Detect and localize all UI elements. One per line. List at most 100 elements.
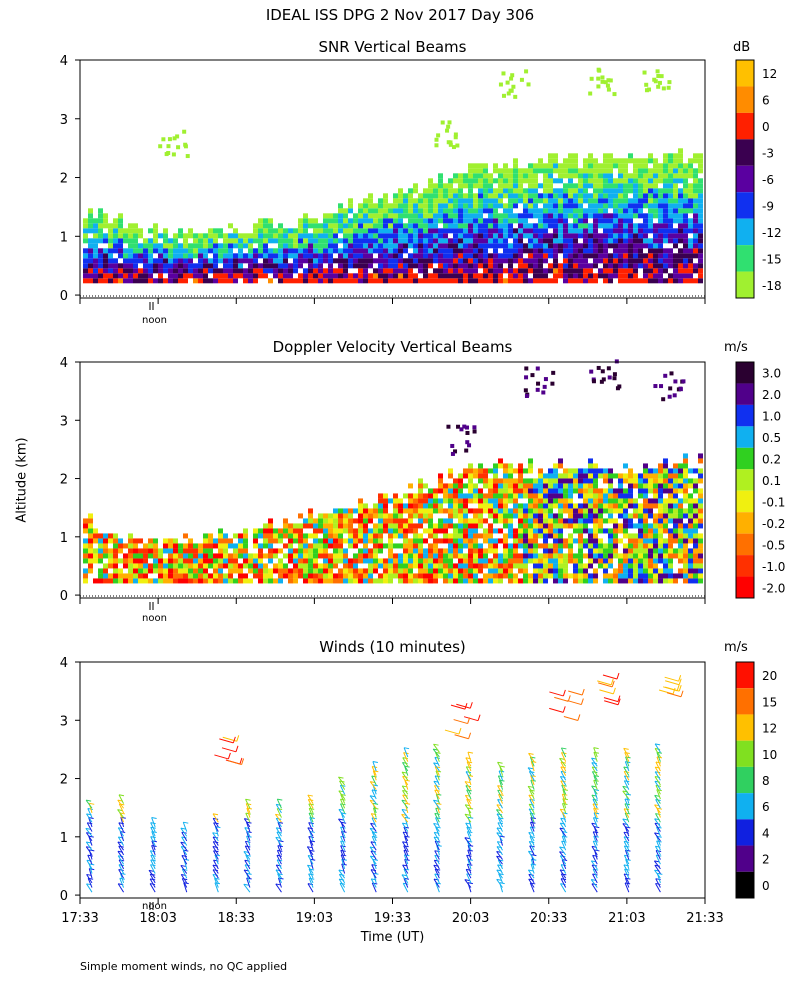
data-cell	[503, 523, 508, 529]
data-cell	[698, 548, 703, 554]
wind-barb	[246, 835, 251, 846]
data-cell	[313, 533, 318, 539]
data-cell	[368, 553, 373, 559]
data-cell	[448, 473, 453, 479]
data-cell	[443, 538, 448, 544]
data-cell	[693, 278, 698, 284]
data-cell	[273, 248, 278, 254]
data-cell	[523, 203, 528, 209]
data-cell	[388, 248, 393, 254]
data-cell	[553, 268, 558, 274]
data-cell	[418, 198, 423, 204]
data-cell	[333, 213, 338, 219]
data-cell	[588, 538, 593, 544]
data-cell	[533, 493, 538, 499]
data-cell	[683, 463, 688, 469]
data-cell	[513, 483, 518, 489]
data-cell	[288, 558, 293, 564]
data-cell	[688, 523, 693, 529]
data-cell	[198, 558, 203, 564]
wind-barb-flag	[467, 849, 473, 852]
data-cell	[683, 548, 688, 554]
data-cell	[663, 513, 668, 519]
data-cell	[208, 268, 213, 274]
data-cell	[693, 528, 698, 534]
data-cell	[348, 238, 353, 244]
data-cell	[528, 478, 533, 484]
wind-barb	[275, 827, 282, 837]
data-cell	[208, 548, 213, 554]
data-cell	[643, 178, 648, 184]
data-cell	[608, 498, 613, 504]
data-cell	[243, 548, 248, 554]
data-cell	[393, 203, 398, 209]
data-cell	[108, 538, 113, 544]
data-cell	[468, 183, 473, 189]
data-cell	[503, 188, 508, 194]
data-cell	[653, 543, 658, 549]
data-cell	[633, 268, 638, 274]
data-cell	[578, 203, 583, 209]
data-cell	[458, 253, 463, 259]
data-cell	[153, 268, 158, 274]
data-cell	[308, 513, 313, 519]
data-cell	[563, 173, 568, 179]
data-cell	[558, 528, 563, 534]
data-cell	[478, 568, 483, 574]
wind-barb	[562, 798, 567, 809]
data-cell	[383, 193, 388, 199]
data-cell	[183, 233, 188, 239]
data-cell	[588, 573, 593, 579]
data-cell	[328, 513, 333, 519]
data-cell	[638, 263, 643, 269]
wind-barb-flag	[372, 882, 378, 885]
data-cell	[498, 173, 503, 179]
data-cell	[178, 553, 183, 559]
data-cell	[628, 473, 633, 479]
data-cell	[653, 203, 658, 209]
data-cell	[148, 278, 153, 284]
data-cell	[673, 188, 678, 194]
data-cell	[313, 238, 318, 244]
data-cell	[618, 203, 623, 209]
data-cell	[348, 218, 353, 224]
data-cell	[503, 508, 508, 514]
data-cell	[553, 568, 558, 574]
wind-barb-flag	[402, 757, 408, 760]
data-cell	[688, 528, 693, 534]
data-cell	[283, 258, 288, 264]
wind-barb	[118, 794, 125, 804]
data-cell	[678, 193, 683, 199]
data-cell	[238, 553, 243, 559]
data-cell	[483, 183, 488, 189]
data-cell	[518, 243, 523, 249]
data-cell	[648, 543, 653, 549]
wind-barb	[309, 840, 314, 851]
colorbar-swatch	[736, 245, 754, 272]
data-cell	[528, 243, 533, 249]
data-cell	[398, 203, 403, 209]
data-cell	[623, 518, 628, 524]
data-cell	[118, 243, 123, 249]
data-cell	[498, 168, 503, 174]
data-cell	[188, 578, 193, 584]
data-cell	[158, 558, 163, 564]
data-cell	[403, 213, 408, 219]
wind-barb	[401, 822, 409, 832]
data-cell	[443, 553, 448, 559]
data-cell	[338, 513, 343, 519]
data-cell	[578, 268, 583, 274]
data-cell	[318, 528, 323, 534]
data-cell	[653, 578, 658, 584]
data-cell	[218, 573, 223, 579]
data-cell	[548, 263, 553, 269]
data-cell	[493, 278, 498, 284]
data-cell	[173, 248, 178, 254]
data-cell	[658, 503, 663, 509]
data-cell	[598, 273, 603, 279]
wind-barb-flag	[593, 807, 599, 810]
wind-barb	[435, 826, 440, 837]
data-cell	[618, 503, 623, 509]
data-cell	[608, 273, 613, 279]
data-cell	[693, 523, 698, 529]
